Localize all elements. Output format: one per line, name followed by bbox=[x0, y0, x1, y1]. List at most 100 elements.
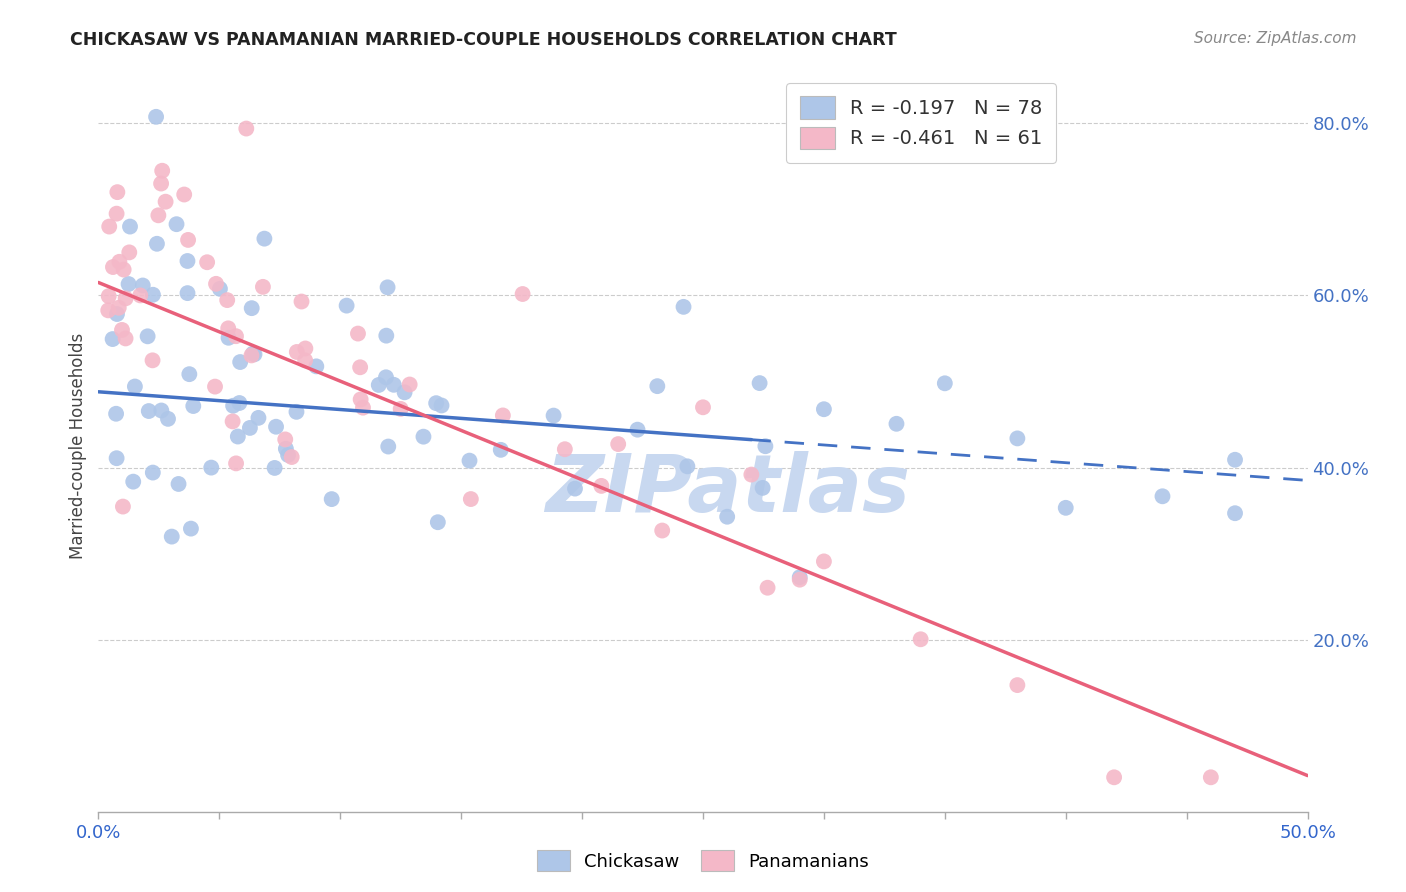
Point bbox=[1054, 500, 1077, 515]
Point bbox=[150, 403, 173, 417]
Point bbox=[389, 401, 412, 416]
Point bbox=[274, 433, 297, 447]
Point bbox=[277, 448, 299, 462]
Point bbox=[108, 254, 131, 268]
Point bbox=[1007, 678, 1029, 692]
Point bbox=[352, 401, 374, 415]
Point bbox=[336, 299, 359, 313]
Point bbox=[1223, 452, 1246, 467]
Point bbox=[1223, 506, 1246, 520]
Point bbox=[294, 353, 316, 368]
Point bbox=[118, 245, 141, 260]
Point bbox=[112, 262, 135, 277]
Point bbox=[349, 360, 371, 375]
Point bbox=[626, 423, 648, 437]
Point bbox=[375, 328, 398, 343]
Point bbox=[228, 396, 250, 410]
Point bbox=[253, 232, 276, 246]
Point bbox=[543, 409, 565, 423]
Point bbox=[101, 260, 124, 274]
Point bbox=[167, 477, 190, 491]
Point bbox=[274, 442, 297, 456]
Point bbox=[591, 479, 613, 493]
Point bbox=[132, 278, 155, 293]
Point bbox=[460, 491, 482, 506]
Point bbox=[141, 353, 163, 368]
Point bbox=[225, 456, 247, 470]
Point bbox=[239, 421, 262, 435]
Point bbox=[122, 475, 145, 489]
Point bbox=[173, 187, 195, 202]
Point bbox=[195, 255, 218, 269]
Point bbox=[394, 385, 416, 400]
Point bbox=[156, 412, 179, 426]
Point bbox=[221, 414, 243, 428]
Text: Source: ZipAtlas.com: Source: ZipAtlas.com bbox=[1194, 31, 1357, 46]
Point bbox=[398, 377, 420, 392]
Point bbox=[218, 331, 240, 345]
Point bbox=[789, 573, 811, 587]
Point bbox=[748, 376, 770, 390]
Point bbox=[105, 207, 128, 221]
Point bbox=[377, 440, 399, 454]
Point bbox=[382, 377, 405, 392]
Point bbox=[1199, 770, 1222, 784]
Point bbox=[607, 437, 630, 451]
Point bbox=[97, 289, 120, 303]
Point bbox=[430, 399, 453, 413]
Y-axis label: Married-couple Households: Married-couple Households bbox=[69, 333, 87, 559]
Point bbox=[148, 208, 170, 222]
Point bbox=[105, 307, 128, 321]
Point bbox=[242, 346, 264, 360]
Point bbox=[321, 492, 343, 507]
Point bbox=[367, 378, 389, 392]
Point bbox=[280, 450, 302, 464]
Point bbox=[136, 329, 159, 343]
Point bbox=[155, 194, 177, 209]
Point bbox=[458, 453, 481, 467]
Point bbox=[692, 401, 714, 415]
Point bbox=[105, 407, 128, 421]
Point bbox=[285, 405, 308, 419]
Point bbox=[676, 459, 699, 474]
Point bbox=[934, 376, 956, 391]
Point bbox=[247, 410, 270, 425]
Point bbox=[754, 439, 776, 453]
Point bbox=[117, 277, 139, 291]
Legend: Chickasaw, Panamanians: Chickasaw, Panamanians bbox=[530, 843, 876, 879]
Point bbox=[252, 280, 274, 294]
Point bbox=[910, 632, 932, 647]
Point bbox=[114, 331, 136, 345]
Point bbox=[204, 379, 226, 393]
Point bbox=[217, 321, 239, 335]
Point bbox=[142, 466, 165, 480]
Point bbox=[789, 570, 811, 584]
Point bbox=[235, 121, 257, 136]
Point bbox=[672, 300, 695, 314]
Point bbox=[886, 417, 908, 431]
Point bbox=[146, 236, 169, 251]
Point bbox=[179, 367, 201, 381]
Point bbox=[564, 482, 586, 496]
Point bbox=[97, 303, 120, 318]
Point bbox=[208, 282, 231, 296]
Point bbox=[512, 287, 534, 301]
Point bbox=[243, 347, 266, 361]
Point bbox=[347, 326, 370, 341]
Point bbox=[229, 355, 252, 369]
Point bbox=[205, 277, 228, 291]
Point bbox=[150, 163, 173, 178]
Point bbox=[290, 294, 312, 309]
Point bbox=[160, 530, 183, 544]
Point bbox=[150, 177, 173, 191]
Point bbox=[740, 467, 762, 482]
Point bbox=[756, 581, 779, 595]
Point bbox=[377, 280, 399, 294]
Point bbox=[1102, 770, 1125, 784]
Point bbox=[101, 332, 124, 346]
Point bbox=[129, 288, 152, 302]
Point bbox=[145, 110, 167, 124]
Point bbox=[263, 461, 285, 475]
Point bbox=[651, 524, 673, 538]
Point bbox=[426, 515, 449, 529]
